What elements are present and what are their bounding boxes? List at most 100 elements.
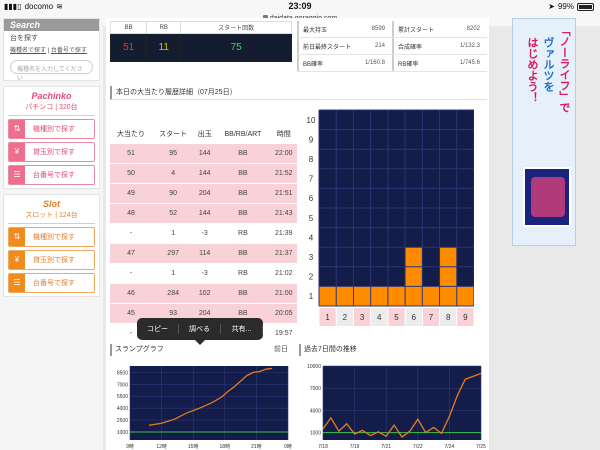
history-cell: -3 — [194, 262, 216, 283]
history-cell: 1 — [152, 222, 195, 243]
x-tick-cell — [457, 308, 474, 326]
stat-value: 1/745.6 — [459, 60, 480, 66]
bar — [353, 286, 371, 306]
search-subtitle: 台を探す — [10, 35, 38, 42]
history-cell: RB — [215, 262, 271, 283]
stat-cell: 合成確率 1/132.3 — [392, 38, 484, 54]
stat-value: 214 — [374, 43, 385, 49]
history-cell: BB — [215, 282, 271, 303]
history-cell: 47 — [110, 242, 153, 263]
yen-icon: ¥ — [9, 143, 25, 161]
history-cell: BB — [215, 162, 271, 183]
x-tick-cell — [388, 308, 405, 326]
history-cell: 284 — [152, 282, 195, 303]
start-count: 75 — [180, 33, 292, 62]
history-cell: 102 — [194, 282, 216, 303]
lookup-menu-item[interactable]: 調べる — [179, 324, 221, 334]
week-trend-title: 過去7日間の推移 — [299, 344, 487, 356]
history-header: 出玉 — [194, 126, 216, 143]
x-tick-cell — [319, 308, 336, 326]
summary-header: スタート回数 — [180, 21, 292, 34]
pachinko-by-number-button[interactable]: ☰ 台番号で探す — [8, 165, 95, 185]
stat-cell: 前日最終スタート 214 — [297, 38, 389, 54]
series-line — [322, 372, 482, 438]
x-tick-label: 0時 — [284, 444, 292, 450]
x-tick-label: 15時 — [188, 444, 199, 450]
status-left: ▮▮▮▯ docomo ≋ — [4, 2, 63, 11]
y-tick-label: 5 — [309, 214, 314, 223]
x-tick-label: 7/24 — [445, 444, 455, 450]
history-cell: 90 — [152, 182, 195, 203]
location-icon: ➤ — [548, 2, 555, 11]
lock-icon — [262, 15, 268, 20]
pachinko-by-rate-button[interactable]: ¥ 貸玉別で探す — [8, 142, 95, 162]
copy-menu-item[interactable]: コピー — [137, 324, 179, 334]
button-label: 台番号で探す — [33, 280, 75, 287]
bar — [456, 286, 474, 306]
x-tick-label: 7/22 — [413, 444, 423, 450]
slump-graph-title: スランプグラフ 前日 — [110, 344, 292, 356]
yen-icon: ¥ — [9, 251, 25, 269]
sidebar: Search 台を探す 機種名で探す | 台番号で探す 機種名を入力してください… — [0, 18, 103, 450]
share-menu-item[interactable]: 共有... — [221, 324, 263, 334]
y-tick-label: 7000 — [117, 382, 128, 388]
x-tick-label: 7/21 — [381, 444, 391, 450]
x-tick-label: 5 — [394, 313, 399, 322]
y-tick-label: 7 — [309, 175, 314, 184]
x-tick-label: 21時 — [251, 444, 262, 450]
stat-value: 8202 — [466, 26, 480, 32]
history-cell: 1 — [152, 262, 195, 283]
x-tick-label: 7 — [429, 313, 434, 322]
sort-icon: ⇅ — [9, 228, 25, 246]
y-tick-label: 6 — [309, 194, 314, 203]
history-cell: 51 — [110, 142, 153, 163]
history-cell: 50 — [110, 162, 153, 183]
link-search-by-model[interactable]: 機種名で探す — [10, 48, 47, 54]
x-tick-label: 7/25 — [476, 444, 486, 450]
x-tick-label: 3 — [360, 313, 365, 322]
text-selection-popup: コピー 調べる 共有... — [137, 318, 263, 345]
history-cell: 21:02 — [270, 262, 297, 283]
y-tick-label: 1 — [309, 292, 314, 301]
history-cell: 21:51 — [270, 182, 297, 203]
pachinko-by-model-button[interactable]: ⇅ 機種別で探す — [8, 119, 95, 139]
popup-pointer — [195, 340, 205, 345]
slot-by-number-button[interactable]: ☰ 台番号で探す — [8, 273, 95, 293]
x-tick-label: 4 — [377, 313, 382, 322]
stat-value: 8599 — [371, 26, 385, 32]
history-row: 48 52 144 BB 21:43 — [110, 202, 297, 223]
slot-by-model-button[interactable]: ⇅ 機種別で探す — [8, 227, 95, 247]
bar — [422, 286, 440, 306]
history-cell: 21:37 — [270, 242, 297, 263]
stat-cell: BB確率 1/160.8 — [297, 55, 389, 71]
search-box: Search 台を探す 機種名で探す | 台番号で探す 機種名を入力してください — [3, 18, 100, 82]
advertisement-banner[interactable]: 「ノーライフ」で ヴァルツを はじめよう！ — [512, 18, 576, 246]
chart-background — [130, 366, 288, 440]
bar — [336, 286, 354, 306]
y-tick-label: 10 — [307, 116, 316, 125]
bar — [405, 247, 423, 306]
list-icon: ☰ — [9, 166, 25, 184]
x-tick-cell — [422, 308, 440, 326]
search-input[interactable]: 機種名を入力してください — [10, 60, 93, 82]
pachinko-title: Pachinko — [31, 91, 72, 101]
bar — [319, 286, 337, 306]
stat-panel: 最大持玉 8599 累計スタート 8202 前日最終スタート 214 合成確率 1/13… — [297, 21, 487, 72]
slot-by-rate-button[interactable]: ¥ 貸玉別で探す — [8, 250, 95, 270]
main-content: BB RB スタート回数 51 11 75 最大持玉 8599 累計スタート 820… — [106, 18, 489, 450]
history-cell: - — [110, 222, 153, 243]
history-cell: BB — [215, 142, 271, 163]
history-cell: 21:39 — [270, 222, 297, 243]
history-row: 50 4 144 BB 21:52 — [110, 162, 297, 183]
history-cell: 297 — [152, 242, 195, 263]
history-cell: 4 — [152, 162, 195, 183]
link-search-by-number[interactable]: 台番号で探す — [50, 48, 87, 54]
x-tick-label: 1 — [325, 313, 330, 322]
y-tick-label: 5500 — [117, 394, 128, 400]
slot-title: Slot — [43, 199, 60, 209]
history-cell: 21:00 — [270, 282, 297, 303]
ad-character-art — [531, 177, 565, 217]
status-bar: ▮▮▮▯ docomo ≋ 23:09 ➤ 99% — [0, 0, 600, 14]
prev-day-link[interactable]: 前日 — [274, 346, 288, 353]
stat-row: 最大持玉 8599 累計スタート 8202 — [297, 21, 487, 38]
